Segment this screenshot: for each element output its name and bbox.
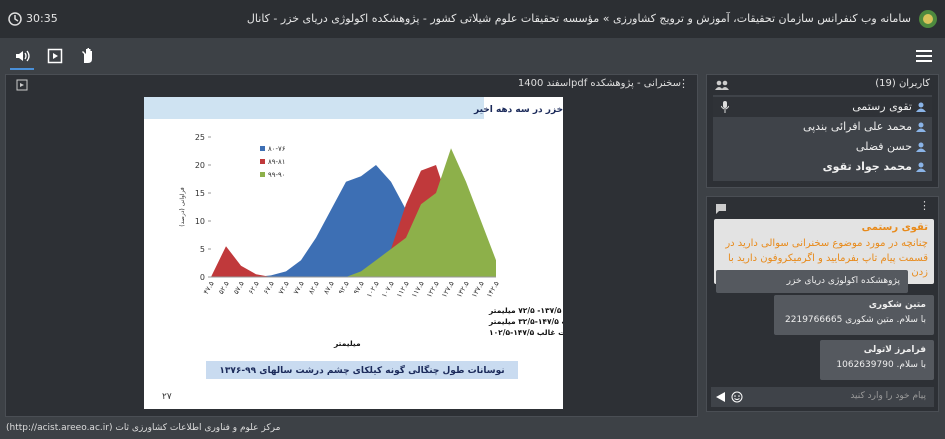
legend-swatch xyxy=(260,146,265,151)
area-series xyxy=(211,165,496,277)
slide-note: میلیمتر xyxy=(333,339,361,348)
app-title: سامانه وب کنفرانس سازمان تحقیقات، آموزش … xyxy=(246,12,911,25)
user-icon-body xyxy=(916,128,926,132)
message-text: با سلام. 1062639790 xyxy=(836,360,926,370)
fullscreen-button[interactable] xyxy=(16,79,28,91)
raise-hand-button[interactable] xyxy=(80,47,96,65)
presentation-title: سخنرانی - پژوهشکده pdfاسفند 1400 xyxy=(517,78,681,89)
user-icon-body xyxy=(916,148,926,152)
user-row: محمد جواد تقوی xyxy=(713,157,932,177)
chat-placeholder: پیام خود را وارد کنید xyxy=(850,391,926,401)
legend-label: ۹۹-۹۰ xyxy=(268,171,286,179)
message-sender: فرامرز لاتولی xyxy=(863,345,926,355)
slide-caption: نوسانات طول چنگالی گونه کیلکای چشم درشت … xyxy=(219,364,504,376)
chat-input[interactable]: پیام خود را وارد کنید xyxy=(711,387,934,407)
user-icon-head xyxy=(918,142,924,148)
user-name: حسن فضلی xyxy=(855,140,912,153)
y-tick-label: 20 xyxy=(195,161,205,170)
user-icon-head xyxy=(918,122,924,128)
y-axis-label: فراوانی (درصد) xyxy=(179,187,186,227)
caption-banner xyxy=(206,361,518,379)
play-button[interactable] xyxy=(47,48,63,64)
chat-panel: ⋮ تقوی رستمی چنانچه در مورد موضوع سخنرانی… xyxy=(706,196,939,412)
clock: 30:35 xyxy=(26,12,58,25)
chat-messages: تقوی رستمی چنانچه در مورد موضوع سخنرانی س… xyxy=(707,215,938,385)
message-text: پژوهشکده اکولوژی دریای خزر xyxy=(786,276,900,286)
user-name: محمد علی افرائی بندپی xyxy=(802,120,912,133)
user-row: محمد علی افرائی بندپی xyxy=(713,117,932,137)
mic-body xyxy=(723,101,727,108)
y-tick-label: 15 xyxy=(195,189,205,198)
footer: مرکز علوم و فناوری اطلاعات کشاورزی ثات (… xyxy=(6,423,281,433)
active-indicator xyxy=(10,68,34,70)
slide-note: سالهای ۸۹-۸۱= میانگین طول ۱۱۰/۲ میلیمتر … xyxy=(488,317,563,326)
top-bar: سامانه وب کنفرانس سازمان تحقیقات، آموزش … xyxy=(0,0,945,38)
legend-label: ۸۹-۸۱ xyxy=(268,158,286,166)
menu-button[interactable] xyxy=(916,50,932,62)
slide-page-number: ۲۷ xyxy=(162,392,172,402)
users-title: کاربران (19) xyxy=(875,78,930,89)
toolbar xyxy=(0,40,945,72)
send-controls[interactable] xyxy=(715,391,745,403)
y-tick-label: 0 xyxy=(200,273,205,282)
audio-button[interactable] xyxy=(14,48,30,64)
chat-message: متین شکوری با سلام. متین شکوری 2219766665 xyxy=(774,295,934,335)
slide: وضعیت صید و ذخایر کیلکا ی چشم درشت در سو… xyxy=(144,97,563,409)
legend-label: ۸۰-۷۶ xyxy=(268,145,286,153)
user-icon xyxy=(916,162,926,172)
user-name: محمد جواد تقوی xyxy=(822,160,912,173)
message-text: با سلام. متین شکوری 2219766665 xyxy=(785,315,926,325)
options-button[interactable]: ⋮ xyxy=(678,77,689,90)
slide-note: سالهای ۹۹-۹۰ = میانگین طول ۱۲۶/۵ میلیمتر… xyxy=(489,328,563,337)
clock-icon xyxy=(8,12,22,26)
legend-swatch xyxy=(260,172,265,177)
user-name: تقوی رستمی xyxy=(852,100,912,113)
y-tick-label: 10 xyxy=(195,217,205,226)
chat-message: پژوهشکده اکولوژی دریای خزر xyxy=(716,270,908,294)
slide-heading: وضعیت صید و ذخایر کیلکا ی چشم درشت در سو… xyxy=(473,105,563,115)
chat-icon xyxy=(716,204,726,214)
message-text: چنانچه در مورد موضوع سخنرانی سوالی دارید… xyxy=(725,238,928,278)
users-panel: کاربران (19) تقوی رستمی محمد علی افرائی ب… xyxy=(706,74,939,188)
user-icon xyxy=(916,122,926,132)
message-sender: تقوی رستمی xyxy=(861,222,928,233)
user-icon-body xyxy=(916,168,926,172)
chat-message: فرامرز لاتولی با سلام. 1062639790 xyxy=(820,340,934,380)
users-list: تقوی رستمی محمد علی افرائی بندپی حسن فضلی م… xyxy=(713,95,932,181)
user-icon xyxy=(916,102,926,112)
y-tick-label: 5 xyxy=(200,245,205,254)
presentation-panel: سخنرانی - پژوهشکده pdfاسفند 1400 ⋮ وضعیت… xyxy=(5,74,698,417)
y-tick-label: 25 xyxy=(195,133,205,142)
slide-note: سالهای ۸۰-۷۶= میانگین طول ۱۰۰ میلیمتر، د… xyxy=(488,306,563,315)
mic-icon xyxy=(721,101,729,113)
users-icon xyxy=(715,80,729,90)
logo xyxy=(919,10,937,28)
area-series xyxy=(211,148,496,277)
user-icon-head xyxy=(918,102,924,108)
user-icon xyxy=(916,142,926,152)
user-row: تقوی رستمی xyxy=(713,97,932,117)
message-sender: متین شکوری xyxy=(868,300,926,310)
heading-banner xyxy=(144,97,484,119)
chat-options[interactable]: ⋮ xyxy=(919,199,930,212)
user-icon-head xyxy=(918,162,924,168)
user-row: حسن فضلی xyxy=(713,137,932,157)
user-icon-body xyxy=(916,108,926,112)
mic-stand xyxy=(721,105,729,113)
legend-swatch xyxy=(260,159,265,164)
